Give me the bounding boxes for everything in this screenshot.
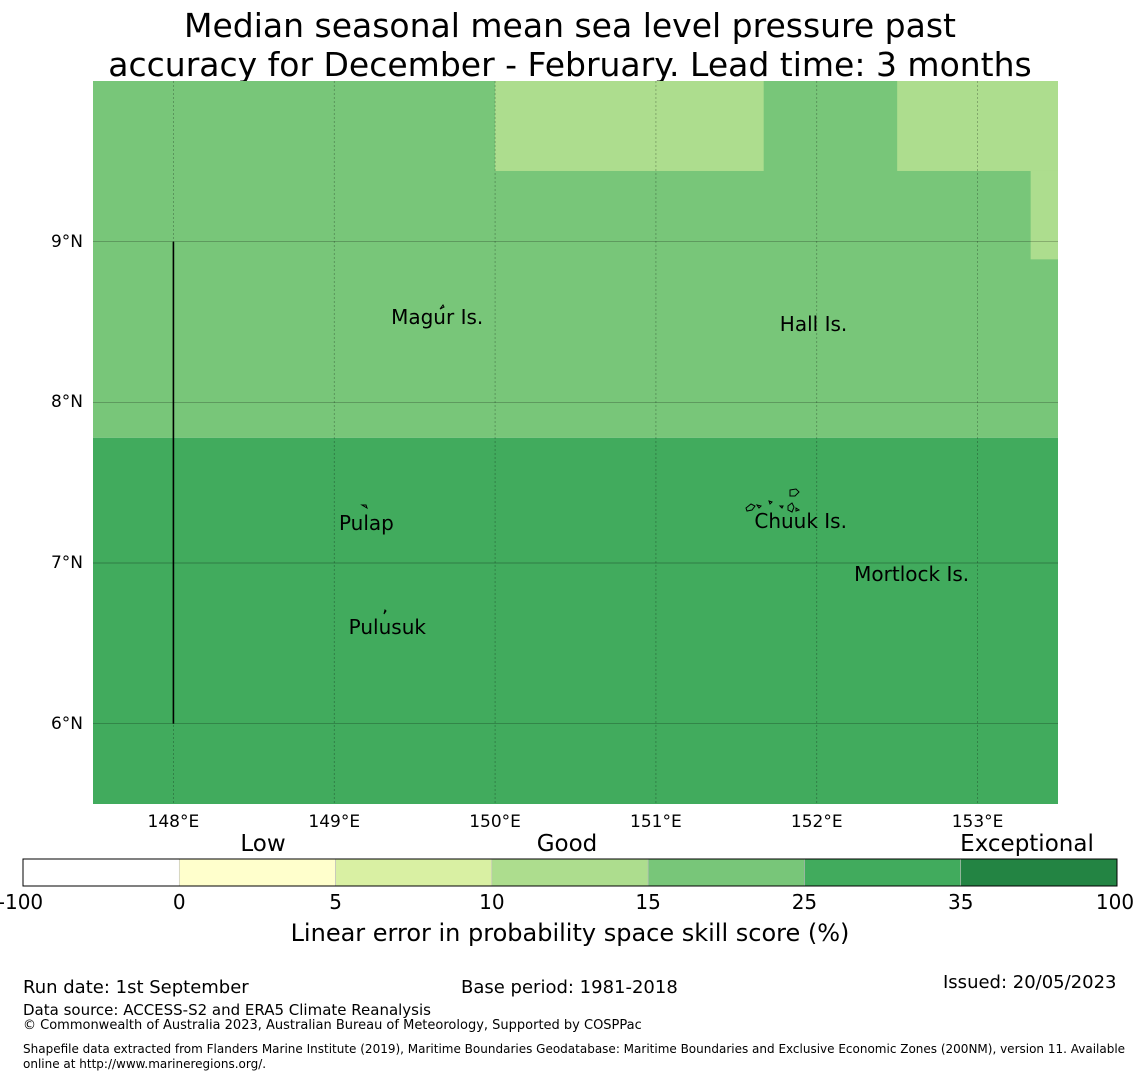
skill-region-3 bbox=[897, 81, 1058, 171]
colorbar-tick-label: 15 bbox=[635, 890, 661, 914]
colorbar-segment-4 bbox=[647, 858, 805, 887]
skill-regions bbox=[93, 81, 1058, 804]
longitude-tick-label: 153°E bbox=[951, 812, 1004, 832]
colorbar-outline bbox=[22, 858, 1118, 887]
map-title-line-1: Median seasonal mean sea level pressure … bbox=[184, 6, 956, 45]
base-period: Base period: 1981-2018 bbox=[461, 977, 678, 998]
colorbar-tick-label: 10 bbox=[479, 890, 505, 914]
issued-date: Issued: 20/05/2023 bbox=[943, 972, 1117, 993]
longitude-tick-label: 151°E bbox=[630, 812, 682, 832]
run-date: Run date: 1st September bbox=[23, 977, 249, 998]
colorbar-label: Linear error in probability space skill … bbox=[290, 919, 850, 947]
place-label-pulap: Pulap bbox=[338, 510, 394, 535]
copyright-notice: © Commonwealth of Australia 2023, Austra… bbox=[23, 1018, 642, 1033]
colorbar-segment-3 bbox=[491, 858, 649, 887]
place-label-hall: Hall Is. bbox=[779, 311, 848, 336]
place-label-chuuk: Chuuk Is. bbox=[754, 509, 847, 534]
shapefile-credit-line-2: online at http://www.marineregions.org/. bbox=[23, 1057, 267, 1071]
island-magur-outline bbox=[439, 304, 445, 310]
colorbar-segment-1 bbox=[178, 858, 336, 887]
skill-region-0 bbox=[93, 437, 1058, 804]
colorbar-tick-label: 100 bbox=[1095, 890, 1135, 914]
colorbar-tick-label: -100 bbox=[0, 890, 44, 914]
skill-region-4 bbox=[1030, 170, 1058, 260]
longitude-tick-label: 148°E bbox=[147, 812, 200, 832]
colorbar-segment-5 bbox=[804, 858, 962, 887]
latitude-tick-label: 8°N bbox=[50, 392, 83, 413]
place-label-pulusuk: Pulusuk bbox=[348, 615, 426, 640]
map-title: Median seasonal mean sea level pressure … bbox=[0, 6, 1140, 84]
island-pulap-outline bbox=[360, 504, 368, 510]
latitude-tick-label: 7°N bbox=[50, 553, 83, 573]
place-label-magur: Magur Is. bbox=[391, 305, 484, 330]
shapefile-credit-line-1: Shapefile data extracted from Flanders M… bbox=[23, 1042, 1126, 1056]
colorbar-segment-0 bbox=[22, 858, 180, 887]
place-label-mortlock: Mortlock Is. bbox=[854, 562, 970, 587]
map-title-line-2: accuracy for December - February. Lead t… bbox=[108, 45, 1032, 84]
longitude-tick-label: 150°E bbox=[469, 812, 521, 832]
colorbar-tick-label: 25 bbox=[791, 890, 818, 914]
colorbar-tick-label: 5 bbox=[329, 890, 342, 914]
colorbar-segment-2 bbox=[335, 858, 493, 887]
colorbar-category-exceptional: Exceptional bbox=[960, 831, 1094, 857]
colorbar bbox=[22, 858, 1118, 887]
longitude-tick-label: 152°E bbox=[790, 812, 843, 832]
colorbar-tick-label: 0 bbox=[172, 890, 186, 914]
island-chuuk-outline bbox=[745, 488, 801, 513]
longitude-tick-label: 149°E bbox=[308, 812, 361, 832]
colorbar-tick-label: 35 bbox=[947, 890, 974, 914]
latitude-tick-label: 9°N bbox=[50, 231, 83, 252]
data-source: Data source: ACCESS-S2 and ERA5 Climate … bbox=[23, 1001, 431, 1019]
island-outlines bbox=[360, 304, 801, 615]
latitude-tick-label: 6°N bbox=[50, 713, 83, 734]
island-pulusuk-outline bbox=[383, 609, 387, 615]
colorbar-category-low: Low bbox=[240, 831, 286, 857]
skill-region-2 bbox=[495, 81, 764, 171]
colorbar-segment-6 bbox=[960, 858, 1118, 887]
colorbar-category-good: Good bbox=[536, 831, 598, 857]
